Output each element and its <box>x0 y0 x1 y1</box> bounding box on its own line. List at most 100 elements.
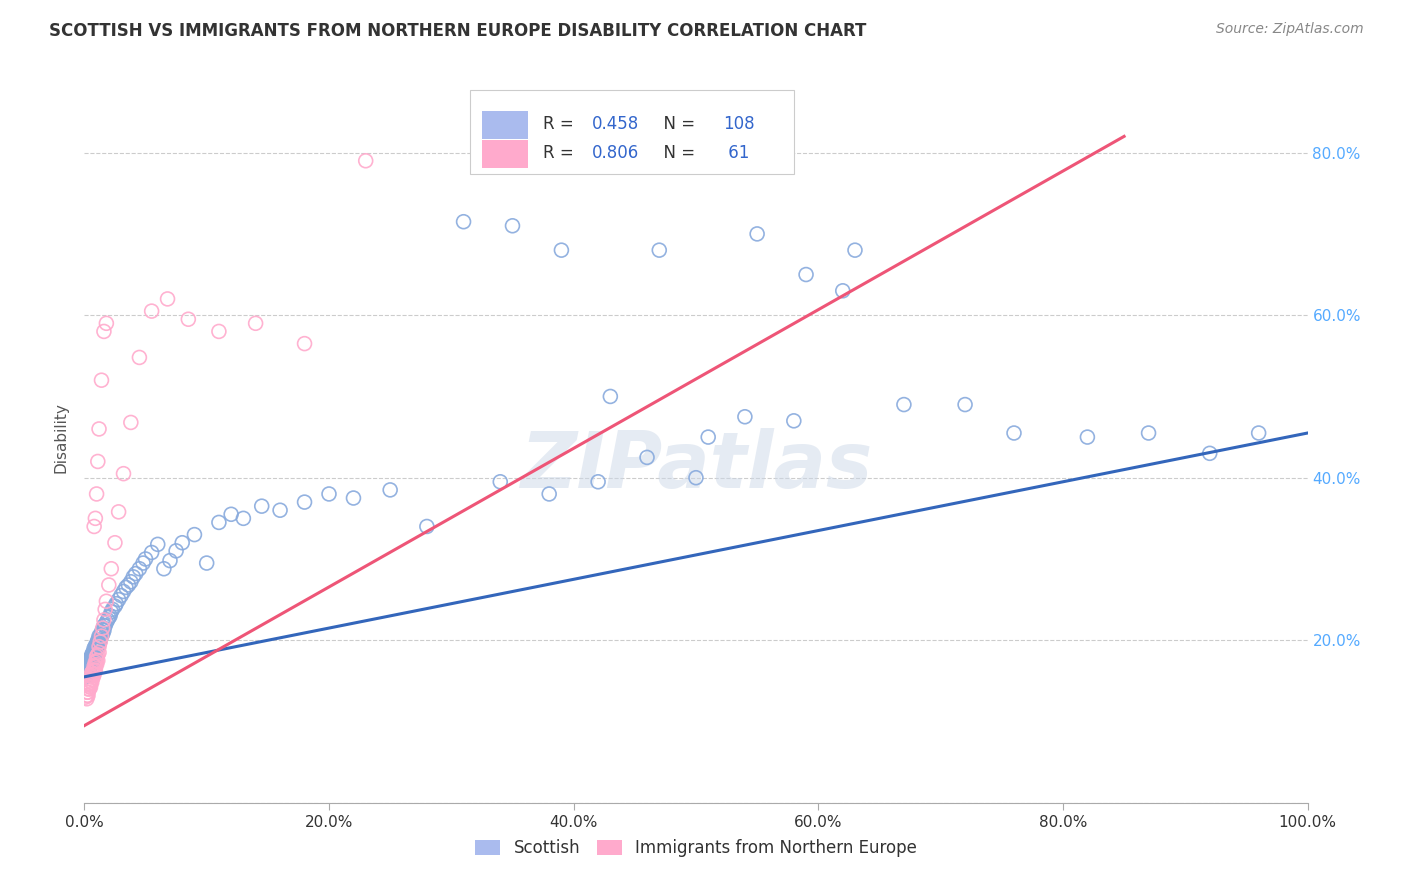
Point <box>195 556 218 570</box>
Point <box>294 495 316 509</box>
Point <box>172 535 194 549</box>
Point <box>219 508 242 522</box>
Point <box>77 659 100 673</box>
Point <box>87 640 110 654</box>
Point <box>84 643 107 657</box>
Point <box>79 654 101 668</box>
Point <box>831 284 853 298</box>
Point <box>86 654 108 668</box>
Point <box>380 483 402 497</box>
Point <box>77 665 100 680</box>
Point <box>80 648 103 662</box>
Point <box>342 491 364 505</box>
Point <box>269 503 291 517</box>
Point <box>83 649 105 664</box>
Point <box>1198 446 1220 460</box>
Point <box>159 553 181 567</box>
Text: 108: 108 <box>723 115 755 133</box>
Point <box>91 621 114 635</box>
Point <box>84 663 107 677</box>
Point <box>86 649 108 664</box>
Point <box>87 629 110 643</box>
Point <box>87 637 110 651</box>
Point <box>80 657 103 672</box>
Point <box>146 537 169 551</box>
Point <box>232 511 254 525</box>
Point <box>89 635 111 649</box>
Point <box>97 610 120 624</box>
Point <box>586 475 609 489</box>
Point <box>153 562 176 576</box>
Point <box>135 552 157 566</box>
Point <box>648 243 671 257</box>
Point <box>80 654 103 668</box>
Text: SCOTTISH VS IMMIGRANTS FROM NORTHERN EUROPE DISABILITY CORRELATION CHART: SCOTTISH VS IMMIGRANTS FROM NORTHERN EUR… <box>49 22 866 40</box>
Point <box>86 636 108 650</box>
Point <box>183 527 205 541</box>
Point <box>86 657 108 672</box>
Text: Source: ZipAtlas.com: Source: ZipAtlas.com <box>1216 22 1364 37</box>
Point <box>636 450 658 465</box>
Point <box>82 667 104 681</box>
Text: 0.458: 0.458 <box>592 115 640 133</box>
Point <box>84 645 107 659</box>
Point <box>156 292 179 306</box>
Point <box>83 647 105 661</box>
Point <box>453 215 475 229</box>
Point <box>84 659 107 673</box>
Point <box>90 629 112 643</box>
Text: ZIPatlas: ZIPatlas <box>520 428 872 504</box>
Point <box>77 654 100 668</box>
Point <box>208 325 231 339</box>
Point <box>100 605 122 619</box>
Point <box>794 268 817 282</box>
Point <box>83 659 105 673</box>
Point <box>141 304 163 318</box>
Point <box>79 651 101 665</box>
Point <box>86 643 108 657</box>
Point <box>93 624 115 638</box>
Point <box>77 681 100 696</box>
Point <box>1137 425 1160 440</box>
Point <box>117 578 139 592</box>
Text: R =: R = <box>543 145 579 162</box>
Point <box>83 663 105 677</box>
Point <box>165 544 187 558</box>
Point <box>76 664 98 678</box>
Point <box>87 645 110 659</box>
Point <box>77 689 100 703</box>
Point <box>76 667 98 681</box>
Point <box>77 677 100 691</box>
Point <box>86 487 108 501</box>
Point <box>844 243 866 257</box>
Legend: Scottish, Immigrants from Northern Europe: Scottish, Immigrants from Northern Europ… <box>468 832 924 864</box>
Text: N =: N = <box>654 145 700 162</box>
Point <box>80 675 103 690</box>
Point <box>141 545 163 559</box>
Point <box>79 681 101 695</box>
Point <box>77 662 100 676</box>
Point <box>87 633 110 648</box>
Point <box>893 398 915 412</box>
Point <box>100 562 122 576</box>
Point <box>80 673 103 687</box>
Point <box>105 597 128 611</box>
Point <box>502 219 524 233</box>
Point <box>82 645 104 659</box>
Point <box>82 664 104 678</box>
Text: 0.806: 0.806 <box>592 145 640 162</box>
Point <box>84 655 107 669</box>
Point <box>96 316 118 330</box>
Point <box>77 681 100 696</box>
Bar <box>482 111 529 138</box>
Point <box>93 613 115 627</box>
Point <box>89 633 111 648</box>
Point <box>79 656 101 670</box>
Point <box>91 626 114 640</box>
Point <box>1247 425 1270 440</box>
Point <box>97 578 120 592</box>
Point <box>79 673 101 688</box>
Point <box>599 389 621 403</box>
Bar <box>482 140 529 168</box>
Point <box>1076 430 1098 444</box>
